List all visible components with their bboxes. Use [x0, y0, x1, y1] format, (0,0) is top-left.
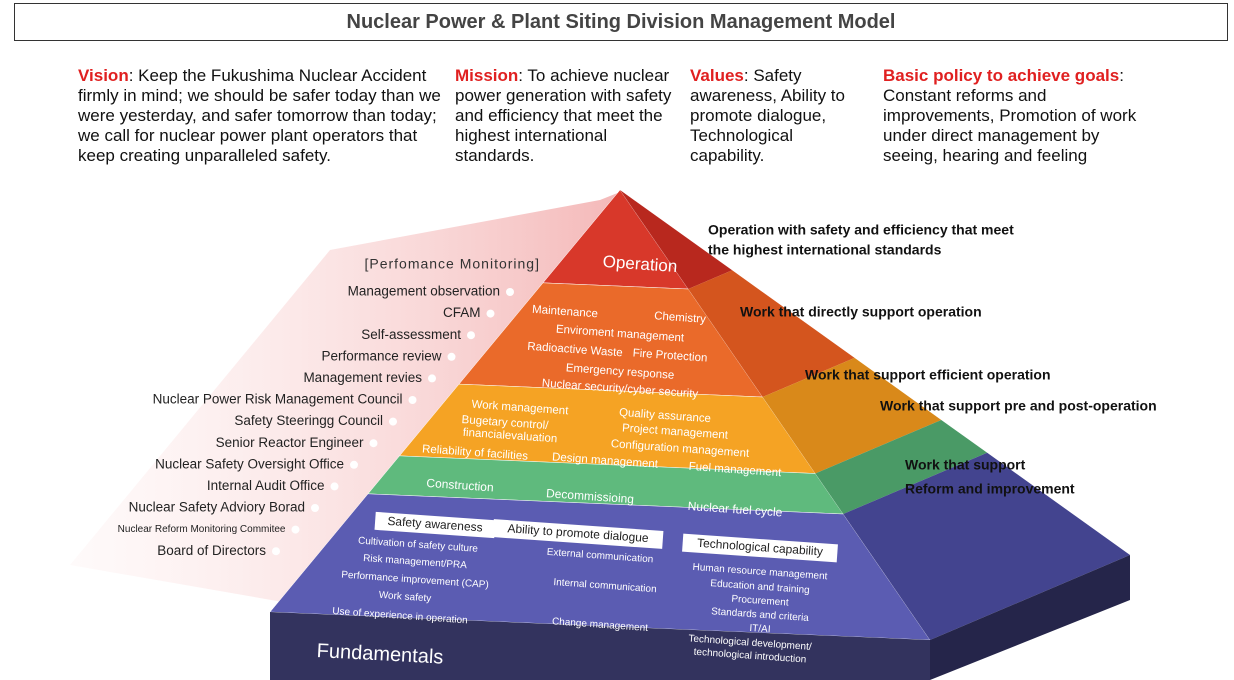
monitoring-dot: [467, 331, 475, 339]
monitoring-title: [Perfomance Monitoring]: [364, 256, 540, 272]
monitoring-item: Nuclear Power Risk Management Council: [153, 392, 403, 407]
monitoring-item: CFAM: [443, 305, 481, 320]
monitoring-item: Board of Directors: [157, 543, 266, 558]
monitoring-item: Nuclear Safety Oversight Office: [155, 456, 344, 471]
side-label: Work that directly support operation: [740, 304, 982, 320]
monitoring-item: Safety Steeringg Council: [234, 413, 383, 428]
layer-text: IT/AI: [749, 623, 771, 635]
side-label: Work that support efficient operation: [805, 367, 1051, 383]
monitoring-dot: [331, 482, 339, 490]
monitoring-dot: [311, 504, 319, 512]
page: Nuclear Power & Plant Siting Division Ma…: [0, 0, 1234, 680]
monitoring-item: Senior Reactor Engineer: [216, 435, 364, 450]
monitoring-item: Performance review: [321, 348, 441, 363]
monitoring-item: Nuclear Safety Adviory Borad: [129, 500, 305, 515]
monitoring-dot: [428, 374, 436, 382]
side-label: Operation with safety and efficiency tha…: [708, 222, 1014, 238]
side-label: Work that support: [905, 457, 1026, 473]
monitoring-item: Self-assessment: [361, 327, 461, 342]
side-label: Reform and improvement: [905, 481, 1075, 497]
monitoring-item: Nuclear Reform Monitoring Commitee: [118, 524, 286, 535]
monitoring-dot: [448, 353, 456, 361]
monitoring-item: Management revies: [303, 370, 422, 385]
side-label: Work that support pre and post-operation: [880, 398, 1157, 414]
monitoring-dot: [409, 396, 417, 404]
monitoring-dot: [389, 418, 397, 426]
monitoring-dot: [506, 288, 514, 296]
monitoring-item: Internal Audit Office: [207, 478, 325, 493]
monitoring-dot: [487, 310, 495, 318]
side-label: the highest international standards: [708, 242, 942, 258]
monitoring-item: Management observation: [348, 284, 500, 299]
pyramid-diagram: [Perfomance Monitoring] Management observ…: [0, 0, 1234, 680]
monitoring-dot: [292, 526, 300, 534]
monitoring-dot: [272, 547, 280, 555]
monitoring-dot: [370, 439, 378, 447]
monitoring-dot: [350, 461, 358, 469]
